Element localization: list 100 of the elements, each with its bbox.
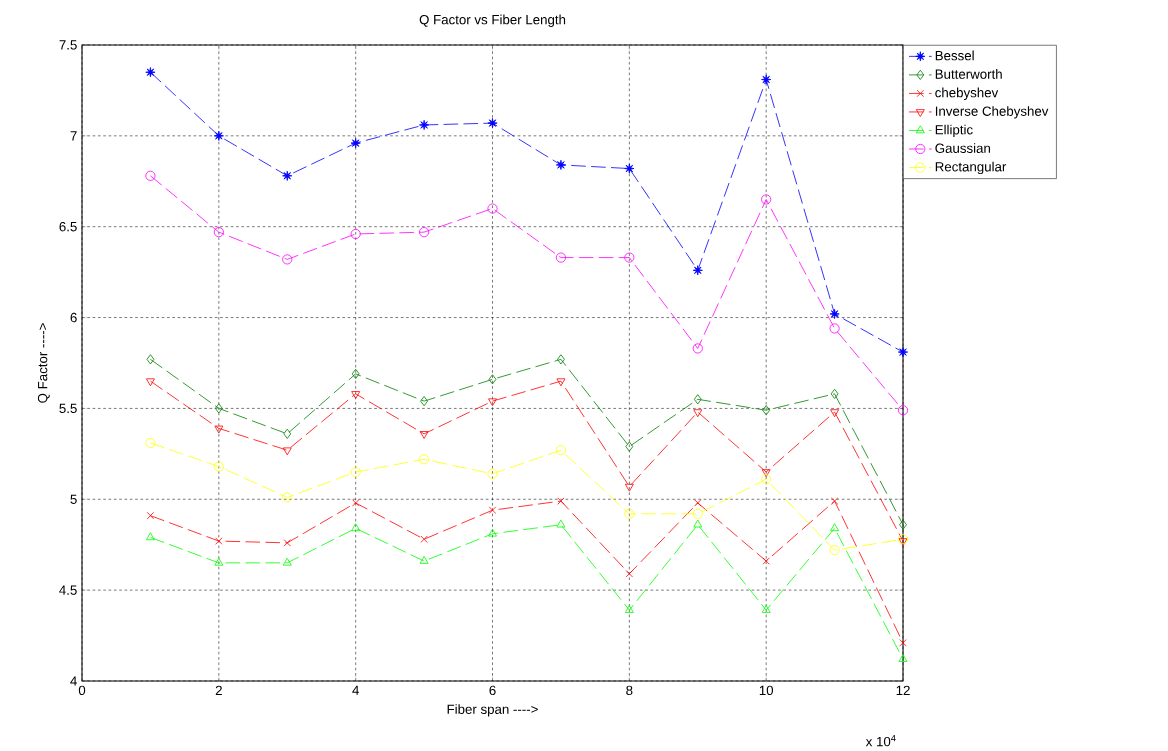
legend-label: Rectangular [935, 161, 1007, 175]
point [897, 405, 909, 416]
point [145, 67, 156, 78]
y-tick-label: 6 [70, 312, 77, 323]
point [282, 447, 292, 456]
point [351, 368, 360, 379]
point [419, 556, 429, 564]
point [213, 130, 224, 141]
point [146, 354, 155, 365]
y-tick-label: 5.5 [59, 403, 77, 414]
point [624, 508, 635, 519]
point [693, 394, 702, 405]
point [693, 519, 703, 528]
point [419, 119, 430, 130]
point [214, 403, 223, 414]
point [624, 483, 634, 492]
point [145, 170, 156, 181]
point [556, 378, 566, 387]
point [625, 570, 634, 578]
legend-label: Inverse Chebyshev [935, 106, 1049, 119]
y-tick-label: 4.5 [59, 585, 77, 595]
point [213, 461, 224, 472]
x-tick-label: 2 [215, 685, 222, 695]
point [557, 497, 565, 505]
point [899, 519, 907, 530]
point [214, 557, 224, 566]
point [625, 441, 634, 452]
point [829, 323, 840, 334]
text: x 10$^{4}$ [865, 734, 896, 747]
point [351, 523, 361, 532]
point [624, 163, 635, 174]
point [488, 528, 497, 537]
point [350, 228, 361, 240]
point [693, 409, 703, 418]
point [282, 170, 293, 181]
point [555, 252, 566, 263]
point [761, 474, 772, 485]
point [829, 545, 840, 556]
y-tick-label: 5 [70, 494, 77, 504]
point [830, 497, 839, 505]
x-tick-label: 0 [78, 685, 86, 696]
point [351, 391, 361, 399]
legend-label: Butterworth [935, 69, 1002, 79]
point [350, 138, 361, 149]
x-tick-label: 10 [759, 685, 774, 696]
point [283, 539, 291, 547]
point [830, 523, 840, 532]
point [830, 409, 840, 418]
point [898, 538, 908, 547]
point [555, 445, 566, 456]
point [487, 203, 498, 214]
point [146, 378, 155, 387]
point [283, 428, 292, 439]
point [419, 454, 430, 465]
point [761, 194, 772, 205]
point [761, 74, 772, 85]
x-tick-label: 12 [896, 685, 910, 695]
point [692, 343, 703, 354]
point [488, 398, 497, 407]
point [694, 499, 702, 507]
x-tick-label: 4 [352, 685, 359, 695]
point [282, 492, 293, 503]
chart-title: Q Factor vs Fiber Length [419, 14, 566, 27]
point [692, 265, 703, 276]
point [761, 605, 771, 613]
point [487, 118, 498, 129]
point [215, 537, 223, 545]
legend-label: Gaussian [935, 143, 990, 153]
point [761, 469, 771, 478]
point [830, 388, 839, 399]
point [624, 605, 634, 613]
point [899, 639, 907, 647]
point [350, 466, 361, 478]
point [829, 308, 840, 319]
point [214, 425, 224, 434]
point [419, 431, 429, 439]
point [146, 532, 155, 541]
point [420, 535, 428, 543]
point [898, 654, 908, 662]
point [897, 534, 909, 545]
legend-label: chebyshev [935, 87, 999, 100]
point [419, 227, 430, 238]
point [557, 354, 565, 365]
point [488, 374, 497, 385]
y-tick-label: 7.5 [59, 40, 77, 50]
point [897, 347, 909, 358]
x-tick-label: 6 [489, 685, 496, 696]
point [555, 159, 566, 170]
legend-label: Bessel [935, 50, 974, 61]
y-tick-label: 7 [70, 131, 77, 141]
point [762, 557, 770, 565]
x-tick-label: 8 [626, 685, 633, 696]
point [146, 511, 155, 520]
y-tick-label: 4 [70, 676, 77, 686]
point [145, 437, 156, 448]
point [692, 508, 703, 519]
point [282, 254, 293, 265]
y-axis-title: Q Factor ----> [37, 323, 50, 403]
point [487, 468, 498, 479]
point [282, 557, 292, 566]
